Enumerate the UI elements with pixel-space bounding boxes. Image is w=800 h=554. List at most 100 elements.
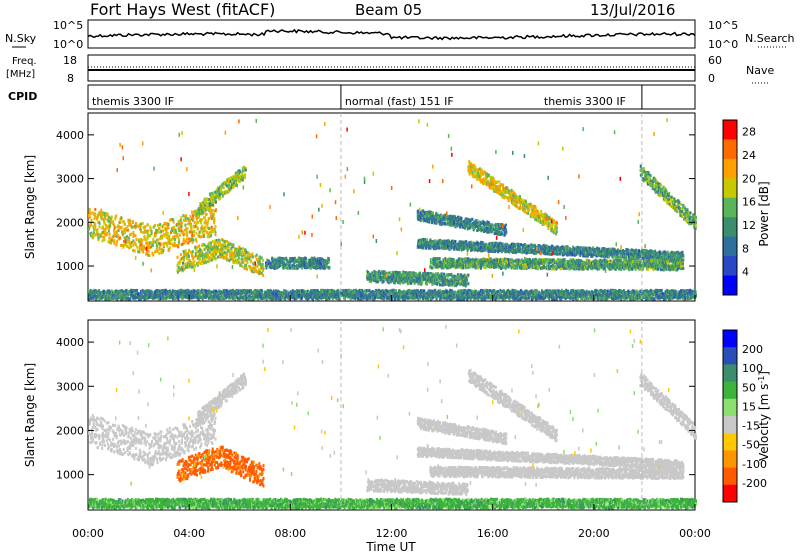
power-cell bbox=[113, 223, 115, 227]
power-cell bbox=[209, 197, 212, 201]
power-cell bbox=[134, 224, 137, 228]
power-cell bbox=[179, 218, 182, 222]
power-cell bbox=[234, 176, 237, 180]
power-cell bbox=[682, 254, 685, 258]
power-cell bbox=[564, 266, 567, 270]
power-cell bbox=[476, 261, 479, 265]
power-cell bbox=[194, 245, 197, 249]
power-cell bbox=[132, 239, 135, 243]
power-cell bbox=[304, 256, 307, 260]
power-cell bbox=[151, 251, 154, 255]
power-cell bbox=[544, 244, 547, 248]
power-cell bbox=[605, 248, 608, 252]
power-cell bbox=[526, 250, 529, 254]
power-cell bbox=[623, 250, 626, 254]
power-cell bbox=[619, 259, 622, 263]
power-cell bbox=[608, 259, 610, 263]
power-cell bbox=[546, 258, 549, 262]
power-cell bbox=[181, 267, 184, 271]
power-cell bbox=[511, 265, 514, 269]
power-cell bbox=[206, 221, 209, 225]
power-cell bbox=[592, 248, 594, 252]
power-cell bbox=[262, 258, 265, 262]
power-cell bbox=[274, 257, 276, 261]
power-cell bbox=[517, 264, 520, 268]
power-cell bbox=[604, 258, 607, 262]
power-cell bbox=[528, 247, 531, 251]
power-cell bbox=[513, 248, 516, 252]
power-cell bbox=[210, 217, 213, 220]
power-cell bbox=[580, 259, 583, 263]
power-cell bbox=[445, 247, 448, 251]
power-cell bbox=[409, 275, 412, 278]
power-cell bbox=[523, 247, 526, 251]
power-cell bbox=[622, 266, 624, 270]
power-cell bbox=[201, 224, 204, 228]
power-cell bbox=[170, 237, 173, 241]
power-cell bbox=[558, 263, 561, 267]
power-cell bbox=[681, 264, 684, 268]
power-cell bbox=[205, 221, 208, 225]
power-cell bbox=[567, 247, 570, 250]
power-cell bbox=[614, 262, 617, 266]
power-cell bbox=[182, 250, 185, 254]
power-cell bbox=[201, 257, 204, 261]
power-cell bbox=[200, 202, 203, 206]
power-cell bbox=[528, 263, 531, 266]
power-cell bbox=[505, 257, 508, 261]
power-cell bbox=[142, 250, 145, 254]
power-cell bbox=[378, 274, 381, 278]
power-cell bbox=[642, 266, 645, 270]
power-cell bbox=[108, 226, 111, 230]
power-cell bbox=[274, 259, 277, 263]
power-cell bbox=[173, 234, 176, 238]
power-cell bbox=[200, 254, 203, 258]
power-cell bbox=[235, 179, 238, 183]
power-cell bbox=[486, 244, 488, 248]
power-cell bbox=[451, 279, 454, 283]
power-cell bbox=[96, 217, 98, 221]
power-cell bbox=[241, 247, 244, 251]
power-cell bbox=[429, 246, 432, 250]
power-cell bbox=[514, 243, 517, 247]
power-cell bbox=[221, 243, 224, 247]
power-cell bbox=[190, 217, 193, 221]
power-cell bbox=[510, 263, 513, 267]
noise-left-tick-top: 10^5 bbox=[53, 19, 83, 32]
power-cell bbox=[96, 230, 99, 234]
power-cell bbox=[124, 236, 127, 240]
power-cell bbox=[388, 281, 391, 285]
power-cell bbox=[98, 225, 101, 229]
power-cell bbox=[127, 218, 130, 222]
power-cell bbox=[214, 239, 217, 243]
power-cell bbox=[218, 193, 221, 197]
power-cell bbox=[654, 258, 657, 261]
power-cell bbox=[676, 253, 678, 257]
power-cell bbox=[210, 196, 213, 200]
power-cell bbox=[432, 274, 435, 278]
power-cell bbox=[214, 224, 217, 228]
power-cell bbox=[442, 243, 445, 247]
power-cell bbox=[209, 206, 212, 210]
power-cell bbox=[207, 232, 210, 236]
power-cell bbox=[300, 257, 303, 260]
power-cell bbox=[494, 244, 497, 248]
power-cell bbox=[284, 266, 287, 270]
power-cell bbox=[398, 271, 401, 275]
power-cell bbox=[487, 246, 490, 250]
power-cell bbox=[181, 242, 184, 246]
power-cell bbox=[549, 258, 552, 262]
power-cell bbox=[585, 249, 588, 253]
power-cell bbox=[658, 250, 661, 254]
power-cell bbox=[201, 255, 204, 258]
power-cell bbox=[185, 229, 188, 233]
power-cell bbox=[193, 260, 196, 264]
power-cell bbox=[448, 281, 451, 285]
power-cell bbox=[191, 237, 194, 241]
power-cell bbox=[547, 260, 550, 264]
power-cell bbox=[115, 234, 118, 238]
power-cell bbox=[659, 266, 662, 270]
power-cell bbox=[547, 264, 550, 268]
power-cell bbox=[523, 266, 526, 270]
power-cell bbox=[460, 258, 463, 262]
